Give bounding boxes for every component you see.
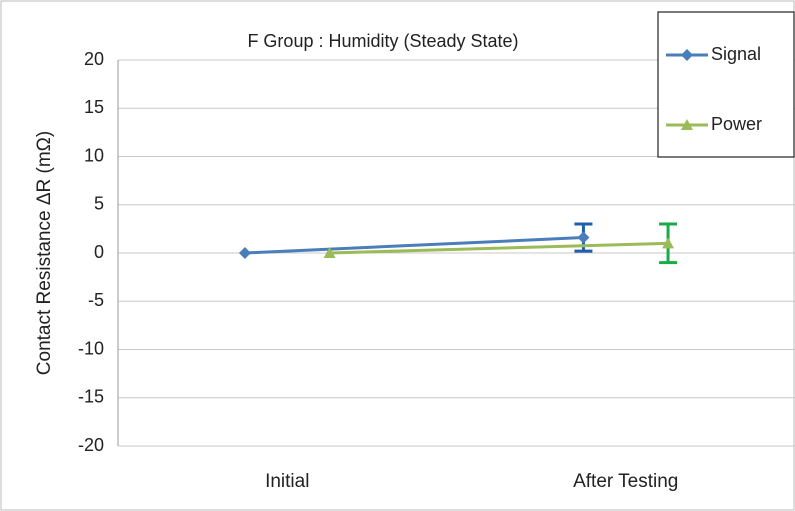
- y-tick-label: 5: [94, 194, 104, 214]
- x-tick-label: Initial: [265, 471, 309, 492]
- marker: [238, 247, 251, 259]
- marker: [662, 237, 675, 249]
- x-tick-label: After Testing: [573, 471, 678, 492]
- legend-marker: [681, 119, 693, 130]
- y-tick-label: 20: [84, 49, 104, 69]
- marker: [323, 247, 336, 258]
- y-tick-label: 15: [84, 97, 104, 117]
- chart-title: F Group : Humidity (Steady State): [247, 31, 518, 51]
- y-axis-label: Contact Resistance ΔR (mΩ): [34, 131, 55, 375]
- legend-box: [657, 11, 795, 158]
- y-tick-label: -5: [88, 290, 104, 310]
- legend-marker: [681, 49, 693, 61]
- y-tick-label: -20: [78, 435, 104, 455]
- legend-label: Power: [711, 114, 762, 134]
- y-tick-label: 10: [84, 145, 104, 165]
- series-line: [244, 236, 584, 255]
- y-tick-label: -10: [78, 338, 104, 358]
- y-tick-label: -15: [78, 387, 104, 407]
- marker: [577, 231, 590, 244]
- legend-label: Signal: [711, 44, 761, 64]
- y-tick-label: 0: [94, 242, 104, 262]
- series-line: [329, 241, 669, 255]
